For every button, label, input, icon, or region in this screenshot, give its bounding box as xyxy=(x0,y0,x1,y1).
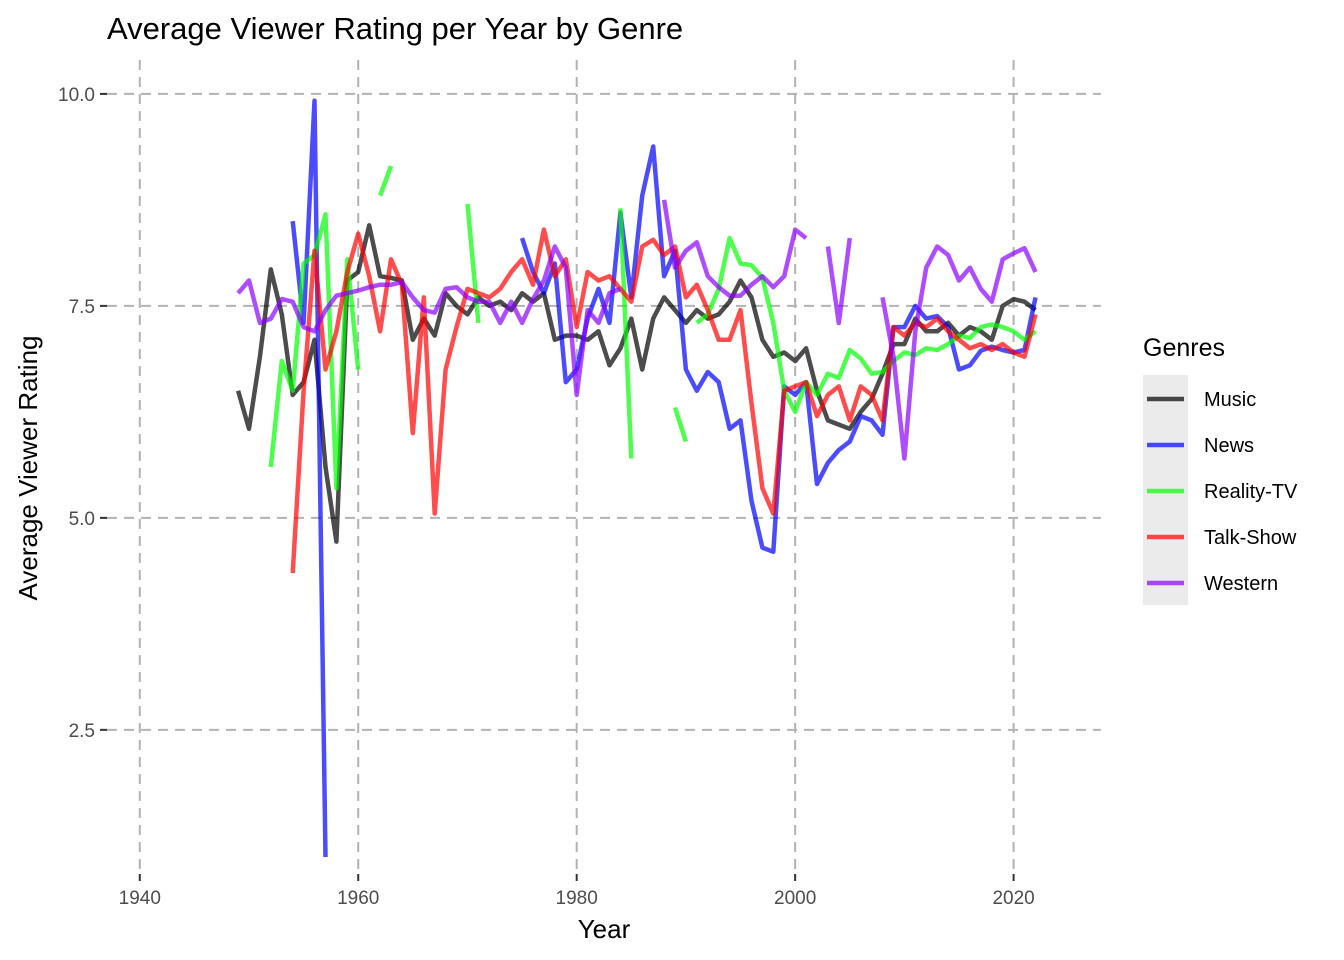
x-tick-label: 1980 xyxy=(556,888,598,909)
x-tick-label: 1940 xyxy=(119,888,161,909)
series-line-western xyxy=(825,237,853,326)
legend: Genres Music News Reality-TV Talk-Show Weste… xyxy=(1143,334,1298,605)
legend-label-music: Music xyxy=(1204,389,1256,411)
x-tick-label: 1960 xyxy=(337,888,379,909)
x-tick-label: 2000 xyxy=(774,888,816,909)
series-talk-show xyxy=(290,227,1038,574)
legend-items: Music News Reality-TV Talk-Show Western xyxy=(1147,389,1298,595)
y-tick-label: 10.0 xyxy=(58,85,95,106)
legend-label-news: News xyxy=(1204,435,1254,457)
series-lines xyxy=(235,98,1038,858)
y-tick-label: 5.0 xyxy=(69,509,95,530)
series-line-reality-tv xyxy=(672,406,689,443)
x-axis-title: Year xyxy=(578,914,631,944)
legend-label-reality-tv: Reality-TV xyxy=(1204,481,1298,503)
series-line-music xyxy=(235,223,1037,544)
y-tick-label: 7.5 xyxy=(69,297,95,318)
series-line-western xyxy=(236,244,622,398)
y-axis-title: Average Viewer Rating xyxy=(13,336,43,601)
legend-label-talk-show: Talk-Show xyxy=(1204,527,1297,549)
legend-title: Genres xyxy=(1143,334,1225,362)
series-line-reality-tv xyxy=(618,208,634,459)
series-line-talk-show xyxy=(290,227,1038,574)
series-western xyxy=(236,199,1038,461)
series-music xyxy=(235,223,1037,544)
series-line-news xyxy=(290,98,328,858)
series-line-reality-tv xyxy=(695,235,1037,415)
series-line-western xyxy=(880,244,1038,461)
y-tick-label: 2.5 xyxy=(69,721,95,742)
series-line-reality-tv xyxy=(377,165,394,197)
legend-label-western: Western xyxy=(1204,573,1278,595)
x-tick-label: 2020 xyxy=(992,888,1034,909)
series-line-western xyxy=(661,199,808,298)
chart-title: Average Viewer Rating per Year by Genre xyxy=(107,11,683,46)
axes: 1940 1960 1980 2000 2020 2.5 5.0 7.5 10.0 xyxy=(58,85,1035,909)
